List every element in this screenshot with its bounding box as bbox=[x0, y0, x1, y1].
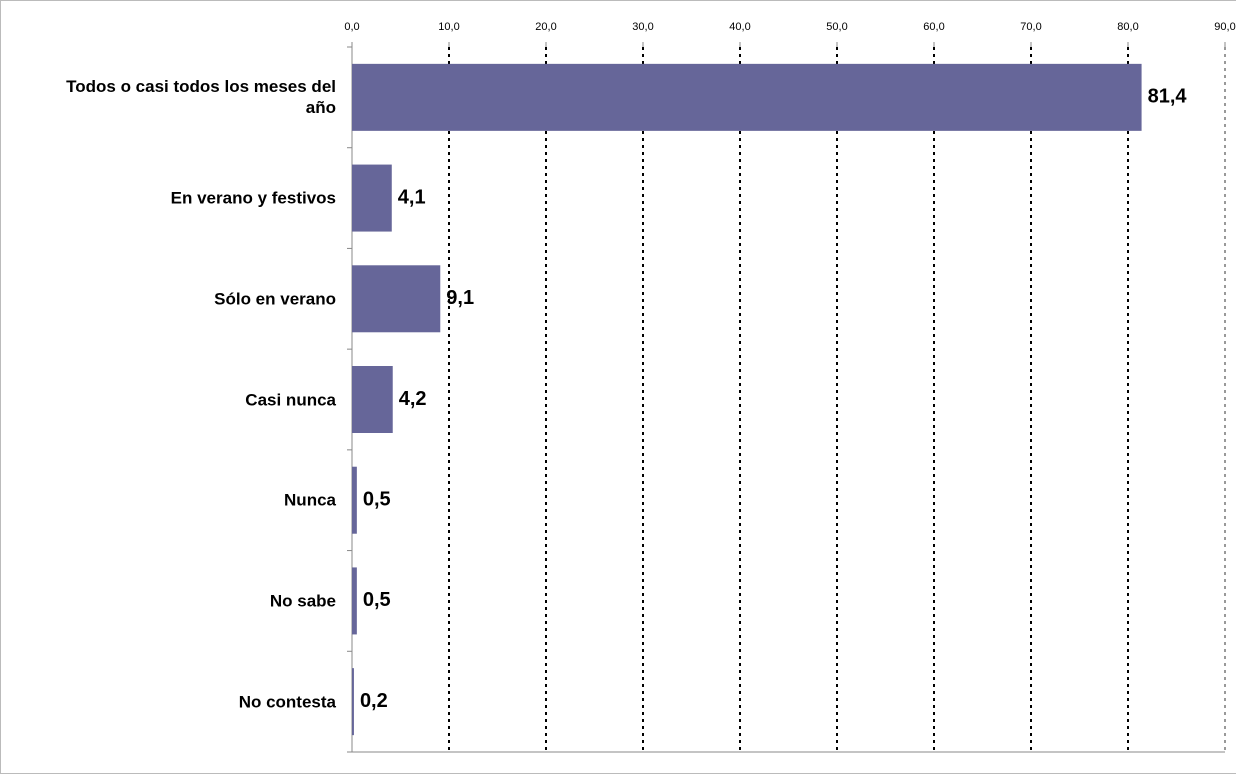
x-tick-label: 20,0 bbox=[535, 21, 556, 33]
value-label: 4,1 bbox=[398, 186, 426, 208]
x-tick-label: 30,0 bbox=[632, 21, 653, 33]
value-label: 0,5 bbox=[363, 488, 391, 510]
x-tick-label: 0,0 bbox=[344, 21, 359, 33]
bar bbox=[352, 63, 1142, 131]
bar bbox=[352, 668, 354, 736]
value-label: 0,2 bbox=[360, 690, 388, 712]
category-label: No contesta bbox=[238, 692, 336, 712]
category-label: Todos o casi todos los meses del año bbox=[66, 77, 336, 118]
value-label: 9,1 bbox=[446, 287, 474, 309]
value-label: 81,4 bbox=[1148, 86, 1188, 108]
value-label: 0,5 bbox=[363, 589, 391, 611]
x-tick-label: 60,0 bbox=[923, 21, 944, 33]
category-label: Nunca bbox=[284, 490, 336, 510]
x-tick-label: 90,0 bbox=[1214, 21, 1235, 33]
x-tick-label: 40,0 bbox=[729, 21, 750, 33]
category-label: Casi nunca bbox=[245, 390, 336, 409]
category-label: No sabe bbox=[269, 591, 336, 611]
bar bbox=[352, 466, 357, 534]
x-tick-label: 50,0 bbox=[826, 21, 847, 33]
value-label: 4,2 bbox=[399, 388, 427, 410]
bar bbox=[352, 265, 441, 333]
bar bbox=[352, 164, 392, 232]
x-tick-label: 10,0 bbox=[438, 21, 459, 33]
x-tick-label: 80,0 bbox=[1117, 21, 1138, 33]
category-label: En verano y festivos bbox=[170, 188, 336, 208]
bar bbox=[352, 567, 357, 635]
category-label: Sólo en verano bbox=[214, 289, 336, 309]
x-tick-label: 70,0 bbox=[1020, 21, 1041, 33]
bar bbox=[352, 366, 393, 433]
